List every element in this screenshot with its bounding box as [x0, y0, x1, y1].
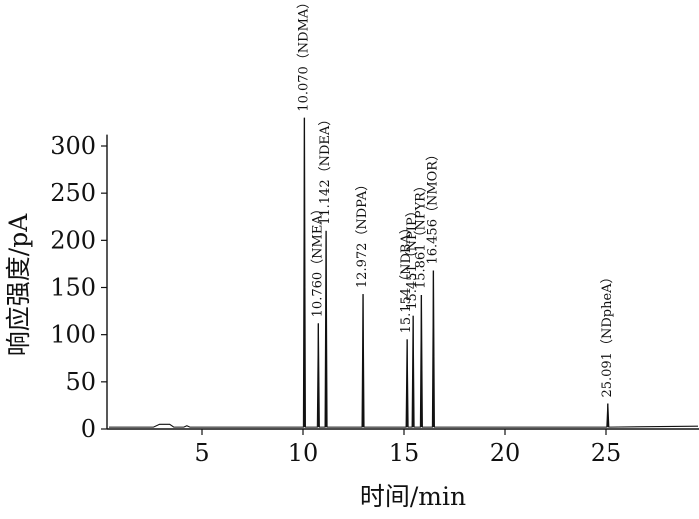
peak-label: 16.456（NMOR）	[425, 148, 440, 265]
peak-label: 11.142（NDEA）	[318, 113, 333, 225]
y-tick-label: 200	[50, 226, 96, 254]
peak-label: 25.091（NDpheA）	[600, 270, 615, 397]
y-tick-label: 300	[50, 132, 96, 160]
peak-label: 15.861（NPYR）	[413, 179, 428, 289]
y-tick-label: 150	[50, 274, 96, 302]
y-tick-label: 100	[50, 321, 96, 349]
peak-label: 10.070（NDMA）	[296, 0, 311, 112]
peak-labels: 10.070（NDMA） 10.760（NMEA）11.142（NDEA） 12.9…	[296, 0, 614, 398]
y-tick-label: 250	[50, 179, 96, 207]
chromatogram-trace	[109, 117, 699, 428]
axes: 0 50 100 150 200 250 300 5 10 15 20 25	[50, 132, 699, 467]
x-tick-label: 15	[389, 439, 420, 467]
peak-label: 10.760（NMEA）	[310, 202, 325, 317]
x-axis-title: 时间/min	[360, 482, 466, 511]
peak-label: 15.451（NPIP）	[405, 204, 420, 310]
y-tick-label: 50	[65, 368, 96, 396]
peak-label: 15.154（NDBA）	[399, 221, 414, 333]
x-tick-label: 25	[591, 439, 622, 467]
x-tick-label: 20	[490, 439, 521, 467]
peak-label: 12.972（NDPA）	[355, 178, 370, 288]
x-tick-label: 5	[194, 439, 209, 467]
y-tick-label: 0	[81, 415, 96, 443]
y-axis-title: 响应强度/pA	[4, 213, 33, 356]
x-tick-label: 10	[288, 439, 319, 467]
